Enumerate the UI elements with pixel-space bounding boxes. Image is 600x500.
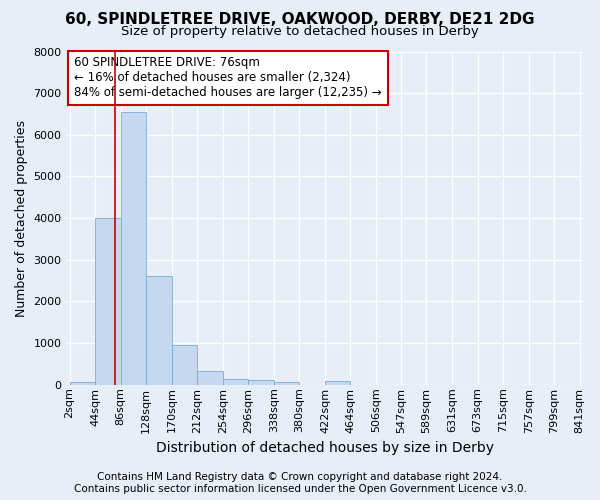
Text: Size of property relative to detached houses in Derby: Size of property relative to detached ho… xyxy=(121,25,479,38)
Text: 60, SPINDLETREE DRIVE, OAKWOOD, DERBY, DE21 2DG: 60, SPINDLETREE DRIVE, OAKWOOD, DERBY, D… xyxy=(65,12,535,28)
Y-axis label: Number of detached properties: Number of detached properties xyxy=(15,120,28,316)
X-axis label: Distribution of detached houses by size in Derby: Distribution of detached houses by size … xyxy=(155,441,494,455)
Bar xyxy=(95,218,121,385)
Bar xyxy=(223,379,248,385)
Bar xyxy=(274,382,299,385)
Text: 60 SPINDLETREE DRIVE: 76sqm
← 16% of detached houses are smaller (2,324)
84% of : 60 SPINDLETREE DRIVE: 76sqm ← 16% of det… xyxy=(74,56,382,100)
Bar xyxy=(197,372,223,385)
Bar xyxy=(172,345,197,385)
Bar xyxy=(325,382,350,385)
Text: Contains HM Land Registry data © Crown copyright and database right 2024.
Contai: Contains HM Land Registry data © Crown c… xyxy=(74,472,526,494)
Bar xyxy=(146,276,172,385)
Bar xyxy=(70,382,95,385)
Bar xyxy=(121,112,146,385)
Bar xyxy=(248,380,274,385)
